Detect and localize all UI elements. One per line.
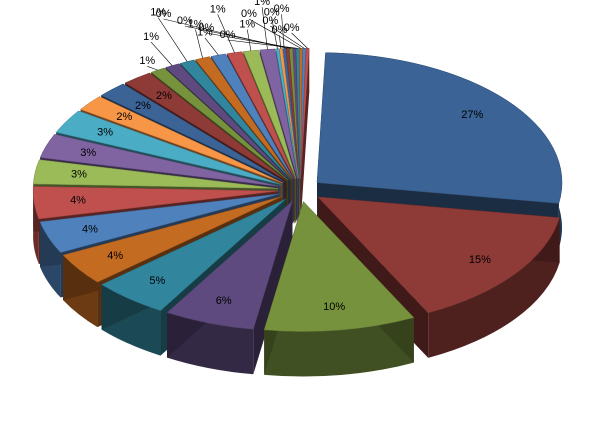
slice <box>166 200 293 330</box>
leader-line <box>206 32 295 49</box>
slice-wall <box>317 52 559 249</box>
data-label: 4% <box>70 195 86 207</box>
leader-line <box>291 32 308 49</box>
leader-line <box>147 66 158 71</box>
data-label: 1% <box>210 3 226 15</box>
slice <box>300 48 307 179</box>
slice <box>33 159 279 189</box>
data-label: 1% <box>254 0 270 8</box>
data-label: 0% <box>156 8 172 20</box>
data-label: 1% <box>139 55 155 67</box>
data-label: 15% <box>469 254 491 266</box>
data-label: 6% <box>216 295 232 307</box>
slice <box>32 186 279 220</box>
leader-line <box>248 18 302 49</box>
data-label: 3% <box>80 147 96 159</box>
slice <box>300 48 310 179</box>
data-label: 0% <box>262 15 278 27</box>
data-label: 0% <box>177 15 193 27</box>
data-label: 2% <box>135 100 151 112</box>
slice <box>55 110 281 185</box>
data-label: 2% <box>156 90 172 102</box>
slice-side <box>428 217 560 358</box>
leader-line <box>157 17 188 62</box>
slice <box>259 48 298 179</box>
slice <box>39 134 280 187</box>
slice <box>79 96 283 184</box>
slice-wall <box>300 48 310 224</box>
slice <box>195 56 293 180</box>
leader-line <box>217 14 235 53</box>
leader-line <box>246 29 252 51</box>
data-label: 1% <box>239 18 255 30</box>
leader-line <box>270 25 305 49</box>
data-label: 10% <box>323 301 345 313</box>
data-label: 27% <box>461 109 483 121</box>
slice <box>317 196 560 314</box>
data-label: 3% <box>71 169 87 181</box>
slice <box>62 196 282 283</box>
data-label: 0% <box>284 22 300 34</box>
data-label: 0% <box>274 3 290 15</box>
slice <box>263 201 415 332</box>
data-label: 0% <box>264 6 280 18</box>
leader-line <box>195 29 203 59</box>
data-label: 0% <box>241 8 257 20</box>
data-label: 5% <box>149 275 165 287</box>
slice <box>316 52 563 204</box>
slice <box>285 48 300 179</box>
data-label: 4% <box>82 224 98 236</box>
data-label: 3% <box>97 127 113 139</box>
data-label: 0% <box>220 29 236 41</box>
data-label: 1% <box>150 7 166 19</box>
leader-line <box>227 39 298 49</box>
slice <box>210 53 294 180</box>
slice <box>124 72 287 181</box>
slice <box>39 193 280 253</box>
data-label: 2% <box>116 111 132 123</box>
data-label: 0% <box>271 24 287 36</box>
leader-line <box>204 37 219 56</box>
slice-side <box>264 317 414 377</box>
slice <box>289 48 300 179</box>
leader-line <box>150 41 173 66</box>
data-label: 0% <box>198 22 214 34</box>
data-label: 1% <box>143 31 159 43</box>
slice <box>179 59 291 180</box>
data-label: 4% <box>107 250 123 262</box>
slice <box>164 63 290 180</box>
slice <box>101 198 287 311</box>
slice <box>275 48 299 179</box>
leader-line <box>281 14 285 49</box>
slice <box>100 83 285 182</box>
